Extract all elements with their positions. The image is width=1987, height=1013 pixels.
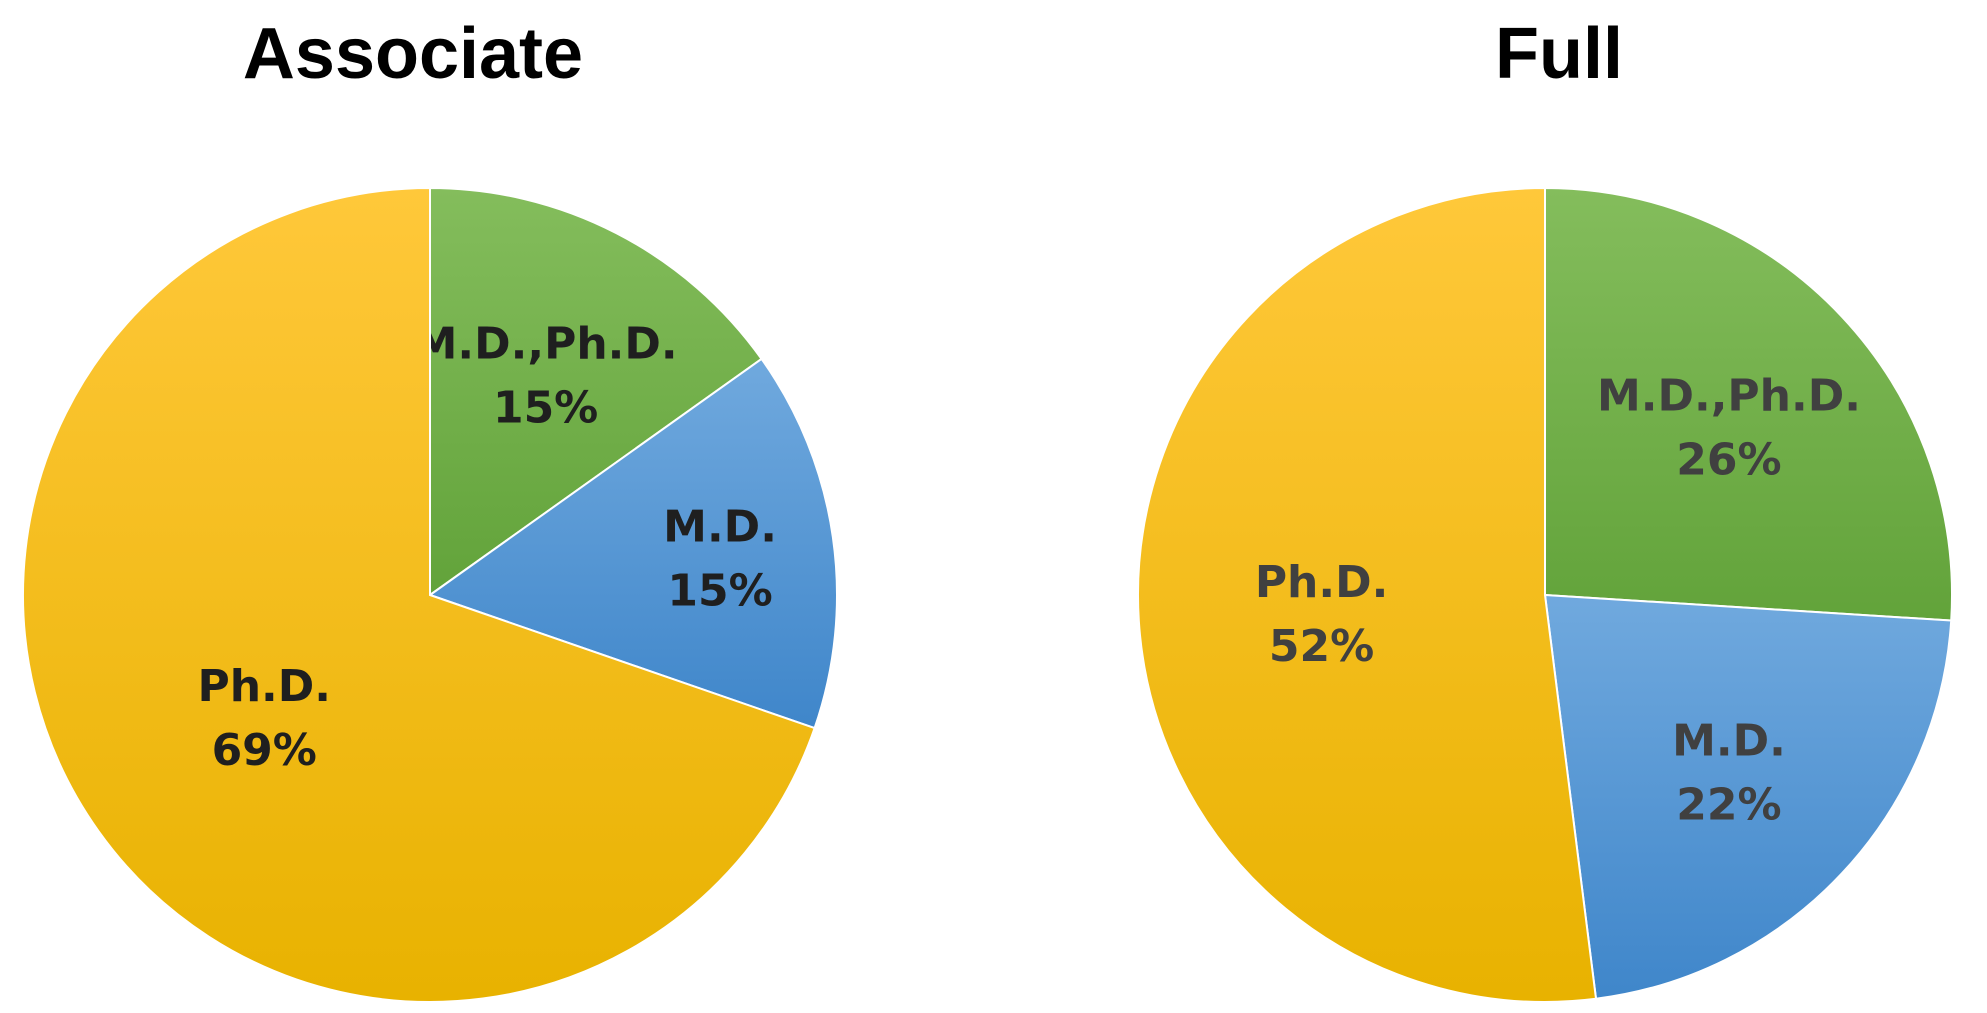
slice-label-m-d-ph-d: M.D.,Ph.D. xyxy=(414,319,678,370)
slice-label-m-d-ph-d: M.D.,Ph.D. xyxy=(1597,370,1861,421)
chart-title-full: Full xyxy=(1495,14,1623,94)
slice-percent-ph-d: 69% xyxy=(212,725,317,776)
slice-label-ph-d: Ph.D. xyxy=(197,661,331,712)
pie-full: M.D.,Ph.D. 26% M.D. 22% Ph.D. 52% xyxy=(1137,186,1953,1003)
slice-label-m-d: M.D. xyxy=(663,501,777,552)
pie-slice-m-d-ph-d xyxy=(1544,186,1953,622)
chart-full: Full M.D.,Ph.D. 26% M.D. 22% Ph.D. 52% xyxy=(1137,14,1953,1003)
slice-percent-m-d: 22% xyxy=(1676,780,1781,831)
slice-percent-m-d: 15% xyxy=(667,565,772,616)
pie-slice-m-d xyxy=(1543,593,1953,1000)
chart-title-associate: Associate xyxy=(243,14,583,94)
slice-label-ph-d: Ph.D. xyxy=(1255,557,1389,608)
pie-slice-ph-d xyxy=(1137,186,1598,1003)
slice-label-m-d: M.D. xyxy=(1672,716,1786,767)
pie-associate: M.D.,Ph.D. 15% M.D. 15% Ph.D. 69% xyxy=(22,186,838,1003)
slice-percent-ph-d: 52% xyxy=(1269,621,1374,672)
chart-associate: Associate M.D.,Ph.D. 15% M.D. 15% Ph.D. 69% xyxy=(22,14,838,1003)
pie-slice-ph-d xyxy=(22,186,816,1003)
slice-percent-m-d-ph-d: 26% xyxy=(1676,434,1781,485)
pie-slice-m-d xyxy=(427,357,838,730)
pie-slice-m-d-ph-d xyxy=(429,186,763,597)
slice-percent-m-d-ph-d: 15% xyxy=(493,383,598,434)
